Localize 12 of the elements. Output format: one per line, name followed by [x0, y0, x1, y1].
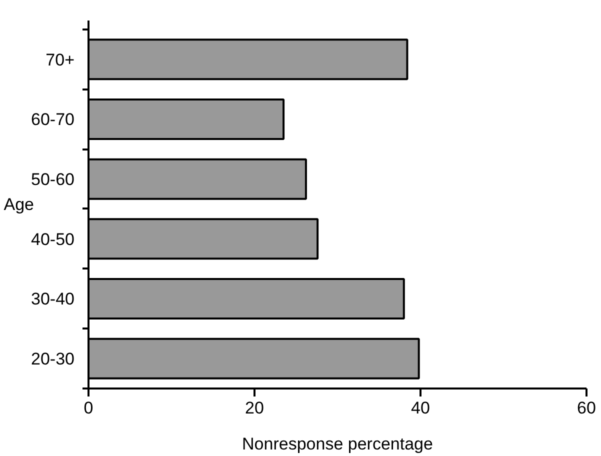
x-tick-label: 40: [411, 398, 430, 418]
y-tick-label: 30-40: [31, 290, 75, 309]
y-tick-label: 50-60: [31, 170, 75, 190]
y-tick-label: 40-50: [31, 230, 75, 249]
y-axis-title: Age: [4, 195, 34, 214]
x-tick-label: 20: [245, 398, 264, 418]
x-axis-title: Nonresponse percentage: [242, 434, 433, 454]
x-tick-label: 60: [577, 398, 596, 418]
x-tick-label: 0: [84, 398, 94, 418]
y-tick-label: 20-30: [31, 350, 75, 369]
y-tick-label: 60-70: [31, 110, 75, 130]
y-tick-label: 70+: [46, 50, 75, 70]
